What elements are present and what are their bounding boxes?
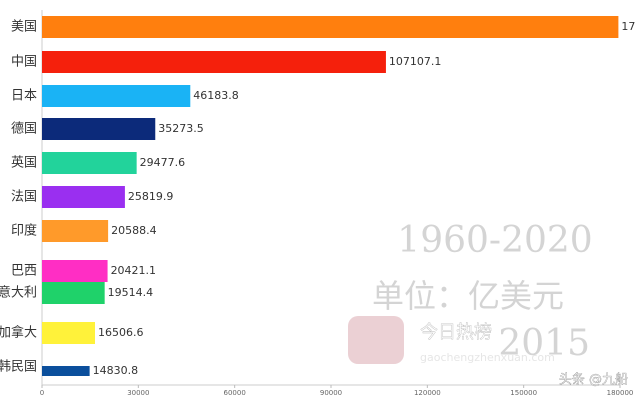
value-label: 20588.4 bbox=[111, 224, 156, 237]
value-label: 29477.6 bbox=[140, 156, 186, 169]
x-tick-label: 0 bbox=[40, 389, 44, 397]
x-tick-label: 180000 bbox=[607, 389, 634, 397]
bar bbox=[42, 186, 125, 208]
x-tick-label: 90000 bbox=[320, 389, 342, 397]
value-label: 35273.5 bbox=[158, 122, 204, 135]
bar bbox=[42, 282, 105, 304]
site-text: gaochengzhenxuan.com bbox=[420, 351, 555, 364]
year-label: 2015 bbox=[498, 323, 590, 364]
category-label: 加拿大 bbox=[0, 325, 37, 341]
category-label: 美国 bbox=[11, 20, 37, 35]
value-label: 14830.8 bbox=[93, 364, 139, 377]
x-tick-label: 60000 bbox=[224, 389, 246, 397]
bar bbox=[42, 16, 619, 38]
brand-text: 今日热榜 bbox=[420, 322, 492, 343]
bar bbox=[42, 51, 386, 73]
category-label: 德国 bbox=[11, 122, 37, 137]
brand-icon bbox=[348, 316, 404, 364]
bar bbox=[42, 118, 156, 140]
x-tick-label: 30000 bbox=[127, 389, 149, 397]
value-label: 19514.4 bbox=[108, 286, 154, 299]
bar bbox=[42, 152, 137, 174]
unit-label: 单位：亿美元 bbox=[372, 277, 564, 315]
category-label: 韩民国 bbox=[0, 360, 37, 375]
value-label: 20421.1 bbox=[111, 264, 157, 277]
value-label: 107107.1 bbox=[389, 55, 442, 68]
x-tick-label: 150000 bbox=[510, 389, 537, 397]
category-label: 英国 bbox=[11, 156, 37, 171]
category-label: 日本 bbox=[11, 89, 37, 104]
x-tick-label: 120000 bbox=[414, 389, 441, 397]
category-label: 印度 bbox=[11, 223, 37, 239]
category-label: 中国 bbox=[11, 55, 37, 70]
bar bbox=[42, 220, 109, 242]
category-label: 巴西 bbox=[11, 264, 37, 279]
author-text: 头条 @九船 bbox=[559, 372, 628, 388]
bar bbox=[42, 85, 191, 107]
bar bbox=[42, 366, 90, 376]
bar bbox=[42, 260, 108, 282]
category-label: 法国 bbox=[11, 190, 37, 205]
value-label: 46183.8 bbox=[193, 89, 239, 102]
bar bbox=[42, 322, 96, 344]
value-label: 16506.6 bbox=[98, 326, 143, 339]
category-label: 意大利 bbox=[0, 285, 37, 301]
value-label: 17 bbox=[621, 20, 635, 33]
range-label: 1960-2020 bbox=[397, 220, 592, 261]
value-label: 25819.9 bbox=[128, 190, 174, 203]
